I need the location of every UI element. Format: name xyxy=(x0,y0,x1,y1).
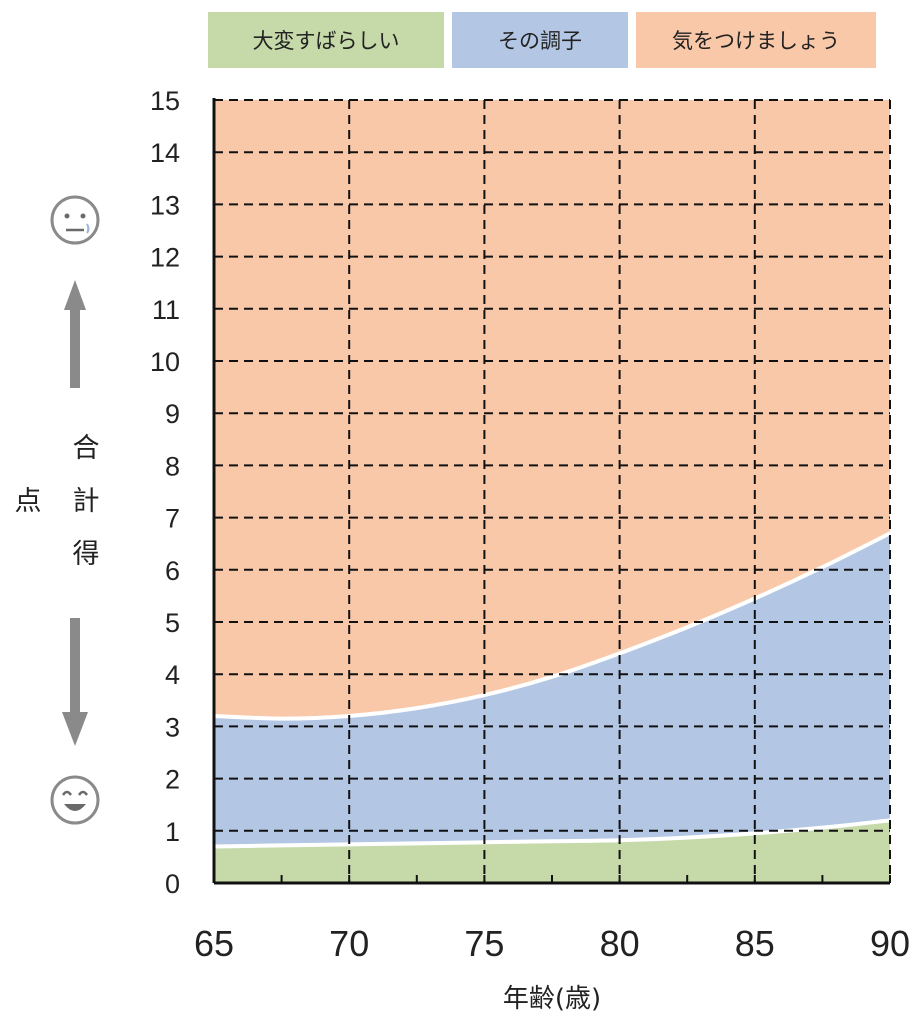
boundary-excellent xyxy=(213,818,891,849)
y-tick-label: 0 xyxy=(165,869,180,899)
x-tick-label: 90 xyxy=(870,923,910,964)
y-axis-title-char: 得 xyxy=(73,539,100,570)
y-tick-label: 5 xyxy=(165,608,180,638)
up-arrow-icon xyxy=(64,280,86,388)
y-tick-label: 4 xyxy=(165,660,180,690)
y-tick-label: 9 xyxy=(165,399,180,429)
y-tick-label: 2 xyxy=(165,765,180,795)
x-tick-label: 70 xyxy=(329,923,369,964)
y-axis-title-char: 点 xyxy=(15,486,42,517)
worried-face-icon xyxy=(50,195,100,245)
legend-label-excellent: 大変すばらしい xyxy=(252,29,400,53)
grid-lines xyxy=(214,99,891,883)
y-tick-label: 6 xyxy=(165,556,180,586)
boundary-keep-it-up xyxy=(213,531,891,721)
legend-item-keep-it-up: その調子 xyxy=(452,12,628,68)
x-tick-label: 65 xyxy=(194,923,234,964)
x-tick-labels: 65 70 75 80 85 90 xyxy=(194,923,910,964)
x-axis-title: 年齢(歳) xyxy=(503,984,601,1014)
y-tick-label: 8 xyxy=(165,451,180,481)
legend-label-be-careful: 気をつけましょう xyxy=(672,29,840,53)
x-tick-label: 85 xyxy=(735,923,775,964)
y-tick-label: 10 xyxy=(150,347,180,377)
x-tick-label: 80 xyxy=(600,923,640,964)
y-axis-title-char: 合 xyxy=(73,433,100,464)
legend-item-excellent: 大変すばらしい xyxy=(208,12,444,68)
y-tick-label: 3 xyxy=(165,712,180,742)
legend-item-be-careful: 気をつけましょう xyxy=(636,12,876,68)
smiling-face-icon xyxy=(50,775,100,825)
y-tick-label: 13 xyxy=(150,190,180,220)
y-tick-label: 1 xyxy=(165,817,180,847)
y-tick-label: 7 xyxy=(165,504,180,534)
y-axis-title-char: 計 xyxy=(73,486,100,517)
y-tick-label: 11 xyxy=(152,295,180,325)
y-tick-label: 14 xyxy=(150,138,180,168)
y-tick-label: 15 xyxy=(150,86,180,116)
down-arrow-icon xyxy=(62,618,88,746)
x-tick-label: 75 xyxy=(464,923,504,964)
boundary-lines xyxy=(213,531,891,849)
y-tick-label: 12 xyxy=(150,243,180,273)
axes xyxy=(212,98,891,885)
area-layer xyxy=(214,100,890,883)
legend-label-keep-it-up: その調子 xyxy=(498,29,582,53)
area-keep-it-up xyxy=(214,533,890,883)
